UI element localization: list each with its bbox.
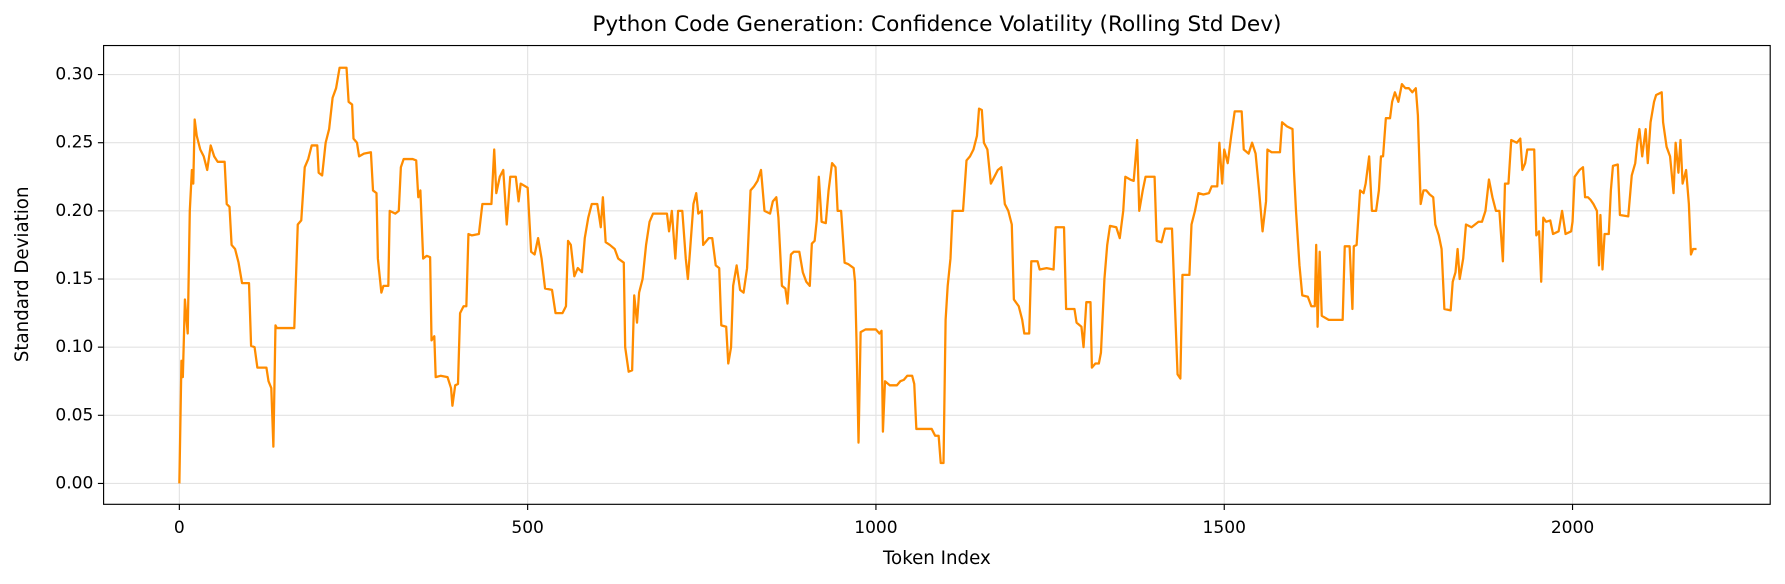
x-tick-label: 500 bbox=[511, 518, 544, 538]
plot-area bbox=[178, 66, 1697, 484]
x-tick-label: 1000 bbox=[854, 518, 897, 538]
y-tick-label: 0.10 bbox=[55, 337, 93, 357]
x-tick-label: 0 bbox=[174, 518, 185, 538]
axes-frame bbox=[103, 44, 1771, 505]
ticks: 0 500 1000 1500 2000 0.00 0.05 0.10 0.15 0.20 0.25… bbox=[55, 65, 1594, 539]
y-tick-label: 0.05 bbox=[55, 405, 93, 425]
data-line bbox=[178, 66, 1697, 484]
x-tick-label: 2000 bbox=[1551, 518, 1594, 538]
y-axis-label: Standard Deviation bbox=[12, 187, 33, 363]
y-tick-label: 0.30 bbox=[55, 65, 93, 85]
y-tick-label: 0.00 bbox=[55, 473, 93, 493]
y-tick-label: 0.15 bbox=[55, 269, 93, 289]
y-tick-label: 0.20 bbox=[55, 201, 93, 221]
chart-title: Python Code Generation: Confidence Volat… bbox=[592, 12, 1281, 37]
y-tick-label: 0.25 bbox=[55, 133, 93, 153]
grid bbox=[103, 45, 1771, 505]
x-axis-label: Token Index bbox=[882, 548, 991, 569]
x-tick-label: 1500 bbox=[1203, 518, 1246, 538]
